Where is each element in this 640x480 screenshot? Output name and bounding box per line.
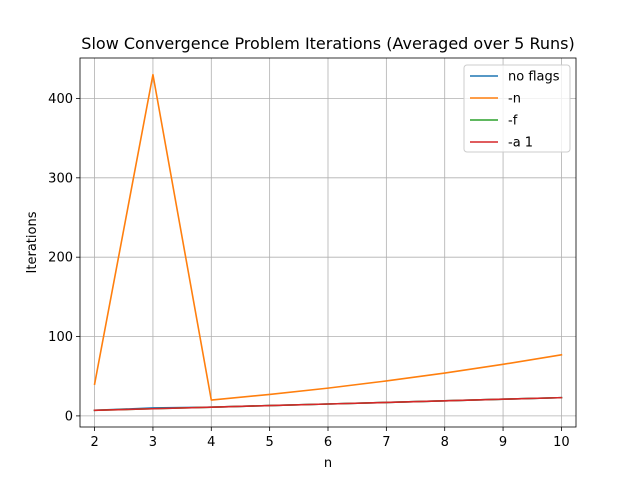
legend-label: -f [508, 114, 518, 129]
x-tick-label: 6 [324, 435, 332, 450]
series-line-n [93, 73, 563, 401]
x-tick-label: 10 [553, 435, 570, 450]
y-tick-label: 200 [48, 251, 73, 266]
x-tick-label: 4 [207, 435, 215, 450]
y-tick-label: 400 [48, 92, 73, 107]
series-lines [93, 73, 563, 412]
legend-label: no flags [508, 70, 560, 85]
legend: no flags -n -f -a 1 [463, 64, 571, 153]
y-tick-label: 100 [48, 330, 73, 345]
legend-label: -n [508, 92, 521, 107]
y-tick-label: 300 [48, 171, 73, 186]
x-tick-label: 7 [382, 435, 390, 450]
x-axis-label: n [324, 456, 332, 471]
x-tick-label: 3 [149, 435, 157, 450]
legend-box [463, 64, 571, 153]
x-tick-label: 9 [499, 435, 507, 450]
y-axis-label: Iterations [25, 211, 40, 273]
x-tick-label: 8 [441, 435, 449, 450]
series-line-a-1 [93, 396, 563, 412]
legend-label: -a 1 [508, 136, 533, 151]
x-tick-label: 2 [90, 435, 98, 450]
chart-title: Slow Convergence Problem Iterations (Ave… [81, 34, 574, 53]
y-tick-label: 0 [65, 409, 73, 424]
x-tick-label: 5 [266, 435, 274, 450]
